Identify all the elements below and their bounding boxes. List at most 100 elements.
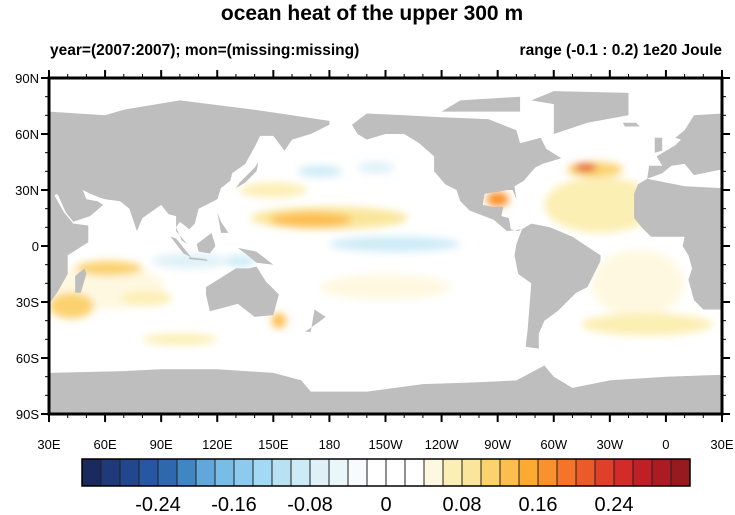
lon-tick-label: 90E [150,437,173,452]
north-america [351,113,562,232]
anomaly-gulf-stream-core [574,163,597,172]
south-america [514,223,601,349]
anomaly-tropical-pacific-core [269,212,352,228]
lon-tick-label: 60W [540,437,567,452]
japan [235,162,259,189]
new-guinea [237,247,274,265]
anomaly-gulf-of-mexico [486,191,509,207]
land-mask [49,91,722,414]
anomaly-southern-indian [142,333,218,345]
lat-tick-label: 30S [16,295,39,310]
anomaly-south-pacific [320,274,451,301]
west-africa [634,178,722,310]
british-isles [654,137,663,153]
plot-title: ocean heat of the upper 300 m [221,2,523,25]
lon-tick-label: 30W [596,437,623,452]
colorbar-label: -0.16 [211,494,257,515]
map-area [49,78,722,414]
colorbar-box [81,458,102,487]
lon-tick-label: 120W [425,437,460,452]
colorbar-box [366,458,387,487]
subtitle-left: year=(2007:2007); mon=(missing:missing) [50,42,359,59]
colorbar-box [214,458,235,487]
colorbar-box [423,458,444,487]
anomaly-indian-warm [75,260,143,276]
philippines [217,212,229,233]
colorbar-label: 0 [380,494,391,515]
lat-tick-label: 60N [15,127,39,142]
anomaly-kuroshio [239,182,307,198]
lat-tick-label: 90N [15,71,39,86]
iceland [622,122,640,127]
lon-tick-label: 180 [319,437,341,452]
colorbar-box [233,458,254,487]
lon-tick-label: 30E [37,437,60,452]
lon-tick-label: 90W [484,437,511,452]
colorbar-box [518,458,539,487]
anomaly-timor-cool [224,255,255,267]
lon-tick-label: 60E [94,437,117,452]
borneo [196,232,216,254]
colorbar-label: 0.24 [595,494,634,515]
colorbar-box [195,458,216,487]
colorbar-box [119,458,140,487]
colorbar-box [651,458,672,487]
australia [206,266,279,317]
greenland [531,91,629,134]
lat-tick-label: 30N [15,183,39,198]
colorbar-box [385,458,406,487]
colorbar-box [613,458,634,487]
colorbar-box [347,458,368,487]
colorbar-box [632,458,653,487]
sumatra [170,236,192,258]
colorbar-box [499,458,520,487]
colorbar-frame [81,458,691,487]
lon-tick-label: 150W [369,437,404,452]
anomaly-southern-atlantic-band [581,313,713,336]
europe [647,113,722,179]
madagascar [75,268,87,293]
colorbar-box [309,458,330,487]
colorbar-box [404,458,425,487]
lat-tick-label: 60S [16,351,39,366]
axis-ticks: 30E 60E 90E 120E 150E 180 150W 120W 90W 60W 30W 0 30… [15,70,734,452]
colorbar-box [138,458,159,487]
colorbar-label: 0.08 [443,494,482,515]
colorbar: -0.24 -0.16 -0.08 0 0.08 0.16 0.24 [81,458,691,515]
colorbar-box [271,458,292,487]
colorbar-box [670,458,691,487]
lat-tick-label: 90S [16,407,39,422]
colorbar-box [480,458,501,487]
colorbar-label: 0.16 [519,494,558,515]
anomaly-indian-cool-band [151,253,227,269]
colorbar-label: -0.08 [287,494,333,515]
anomaly-south-indian [120,290,173,306]
lon-tick-label: 150E [258,437,289,452]
anomaly-north-pacific-cool-east [357,162,395,174]
colorbar-box [537,458,558,487]
colorbar-box [594,458,615,487]
colorbar-box [328,458,349,487]
colorbar-box [461,458,482,487]
anomaly-north-atlantic-pale [544,176,657,233]
subtitle-right: range (-0.1 : 0.2) 1e20 Joule [520,42,723,59]
colorbar-label: -0.24 [135,494,181,515]
lon-tick-label: 120E [202,437,233,452]
colorbar-box [556,458,577,487]
colorbar-box [252,458,273,487]
eurasia-east-africa [49,100,330,304]
java [189,257,208,261]
colorbar-box [100,458,121,487]
anomaly-agulhas-warm [49,292,94,319]
anomaly-north-pacific-cool [297,165,343,177]
anomaly-south-atlantic [591,249,685,317]
antarctica [49,365,722,414]
colorbar-box [176,458,197,487]
anomaly-tasman-warm [271,313,287,329]
lon-tick-label: 30E [710,437,733,452]
lon-tick-label: 0 [662,437,669,452]
canadian-archipelago [441,96,521,112]
colorbar-box [575,458,596,487]
new-zealand [305,309,326,332]
